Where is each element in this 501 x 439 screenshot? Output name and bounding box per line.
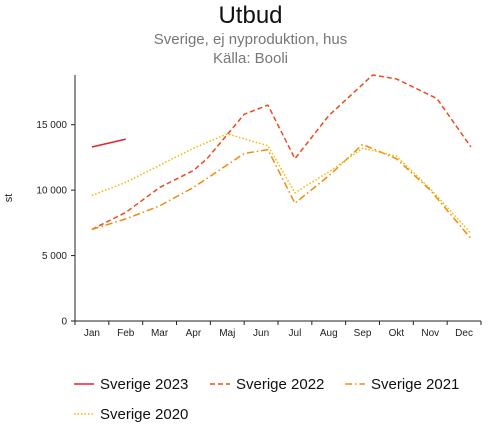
x-tick-label: Okt: [389, 328, 405, 339]
x-tick-label: Maj: [219, 328, 235, 339]
chart-legend: Sverige 2023 Sverige 2022 Sverige 2021 Sver…: [74, 376, 459, 423]
series-line-1: [91, 74, 472, 231]
x-tick-label: Sep: [354, 328, 372, 339]
x-tick-label: Jun: [253, 328, 269, 339]
legend-label-1: Sverige 2022: [236, 376, 324, 393]
chart-subtitle-line-1: Sverige, ej nyproduktion, hus: [153, 31, 348, 48]
series-lines: [91, 74, 472, 240]
legend-label-3: Sverige 2020: [100, 406, 188, 423]
y-tick-label: 5 000: [42, 251, 67, 262]
x-tick-label: Jul: [289, 328, 302, 339]
series-line-2: [91, 143, 472, 240]
legend-label-2: Sverige 2021: [371, 376, 459, 393]
x-tick-label: Aug: [320, 328, 338, 339]
y-tick-label: 15 000: [36, 120, 67, 131]
legend-label-0: Sverige 2023: [100, 376, 188, 393]
y-tick-label: 10 000: [36, 186, 67, 197]
y-axis-label: st: [3, 194, 15, 203]
x-tick-label: Apr: [186, 328, 202, 339]
chart-title: Utbud: [218, 2, 283, 29]
x-tick-label: Feb: [117, 328, 135, 339]
x-tick-label: Mar: [151, 328, 169, 339]
x-tick-label: Jan: [84, 328, 100, 339]
chart-axes: 0 5 000 10 000 15 000 Jan Feb Mar Apr Maj Jun Jul A…: [3, 75, 482, 339]
x-tick-label: Dec: [455, 328, 473, 339]
series-line-3: [91, 133, 472, 234]
y-tick-label: 0: [61, 317, 67, 328]
series-line-0: [91, 138, 126, 148]
chart-subtitle-line-2: Källa: Booli: [212, 50, 289, 67]
x-tick-label: Nov: [421, 328, 439, 339]
